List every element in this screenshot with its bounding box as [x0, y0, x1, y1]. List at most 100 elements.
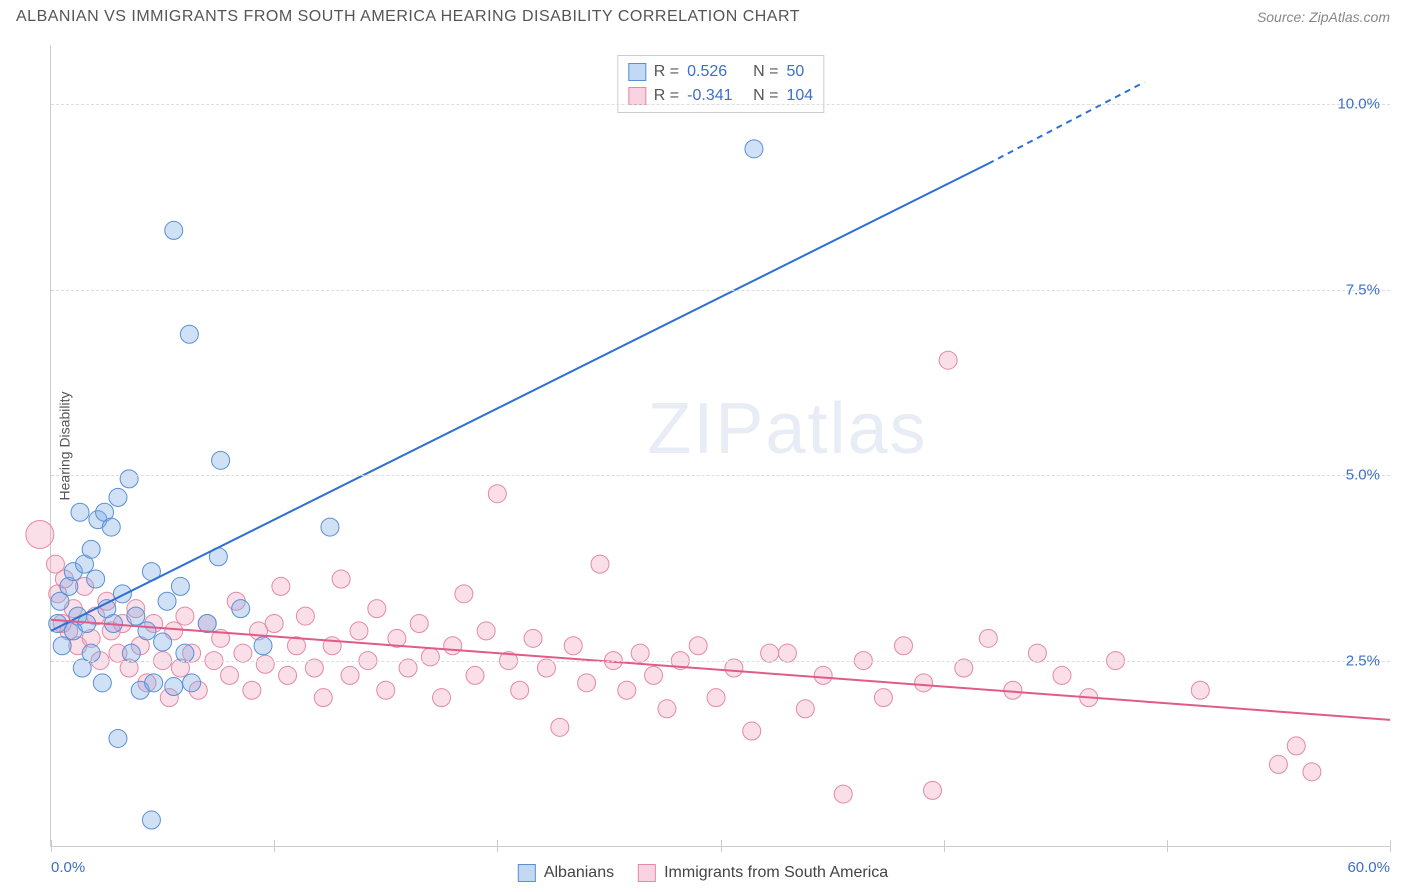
immigrants-point	[915, 674, 933, 692]
immigrants-point	[296, 607, 314, 625]
immigrants-point	[314, 689, 332, 707]
immigrants-point	[1287, 737, 1305, 755]
albanians-point	[109, 488, 127, 506]
immigrants-point	[894, 637, 912, 655]
x-tick	[1167, 840, 1168, 852]
albanians-point	[53, 637, 71, 655]
scatter-plot-svg	[51, 45, 1390, 846]
albanians-point	[232, 600, 250, 618]
n-value: 50	[786, 60, 804, 84]
albanians-point	[127, 607, 145, 625]
immigrants-point	[618, 681, 636, 699]
immigrants-point	[341, 666, 359, 684]
albanians-point	[165, 678, 183, 696]
albanians-point	[120, 470, 138, 488]
legend-swatch	[518, 864, 536, 882]
albanians-point	[212, 451, 230, 469]
immigrants-point	[564, 637, 582, 655]
immigrants-point	[939, 351, 957, 369]
albanians-point	[198, 615, 216, 633]
albanians-point	[109, 729, 127, 747]
albanians-point	[158, 592, 176, 610]
immigrants-point	[350, 622, 368, 640]
immigrants-point	[761, 644, 779, 662]
immigrants-point	[591, 555, 609, 573]
immigrants-point	[332, 570, 350, 588]
immigrants-point	[1269, 755, 1287, 773]
y-tick-label: 10.0%	[1337, 96, 1380, 113]
immigrants-point	[279, 666, 297, 684]
immigrants-point	[645, 666, 663, 684]
albanians-point	[93, 674, 111, 692]
immigrants-point	[466, 666, 484, 684]
albanians-point	[82, 540, 100, 558]
immigrants-point	[524, 629, 542, 647]
immigrants-point	[578, 674, 596, 692]
gridline	[51, 290, 1390, 291]
immigrants-point	[477, 622, 495, 640]
x-tick	[51, 840, 52, 852]
immigrants-point	[399, 659, 417, 677]
immigrants-point	[631, 644, 649, 662]
albanians-point	[171, 577, 189, 595]
x-tick	[1390, 840, 1391, 852]
immigrants-point	[234, 644, 252, 662]
legend-swatch	[628, 63, 646, 81]
chart-header: ALBANIAN VS IMMIGRANTS FROM SOUTH AMERIC…	[0, 0, 1406, 30]
immigrants-point	[689, 637, 707, 655]
x-max-label: 60.0%	[1347, 859, 1390, 876]
chart-title: ALBANIAN VS IMMIGRANTS FROM SOUTH AMERIC…	[16, 8, 800, 26]
x-tick	[721, 840, 722, 852]
albanians-trendline-extension	[988, 82, 1144, 164]
x-tick	[497, 840, 498, 852]
albanians-point	[154, 633, 172, 651]
immigrants-point	[955, 659, 973, 677]
immigrants-point	[1303, 763, 1321, 781]
y-tick-label: 7.5%	[1346, 281, 1380, 298]
albanians-point	[102, 518, 120, 536]
x-origin-label: 0.0%	[51, 859, 85, 876]
immigrants-point	[1191, 681, 1209, 699]
legend-label: Albanians	[544, 864, 614, 882]
immigrants-point	[979, 629, 997, 647]
immigrants-point	[221, 666, 239, 684]
immigrants-point	[377, 681, 395, 699]
y-tick-label: 2.5%	[1346, 652, 1380, 669]
immigrants-point	[421, 648, 439, 666]
legend-label: Immigrants from South America	[664, 864, 888, 882]
albanians-point	[180, 325, 198, 343]
albanians-point	[321, 518, 339, 536]
immigrants-point	[410, 615, 428, 633]
albanians-trendline	[51, 164, 988, 631]
legend-item: Immigrants from South America	[638, 864, 888, 882]
albanians-point	[165, 221, 183, 239]
immigrants-point	[778, 644, 796, 662]
immigrants-point	[433, 689, 451, 707]
immigrants-point	[511, 681, 529, 699]
legend-swatch	[638, 864, 656, 882]
immigrants-point	[743, 722, 761, 740]
immigrants-point	[924, 781, 942, 799]
albanians-point	[82, 644, 100, 662]
immigrants-point	[658, 700, 676, 718]
albanians-point	[254, 637, 272, 655]
immigrants-point	[265, 615, 283, 633]
immigrants-point	[243, 681, 261, 699]
immigrants-point	[725, 659, 743, 677]
gridline	[51, 661, 1390, 662]
r-label: R =	[654, 60, 679, 84]
immigrants-point	[368, 600, 386, 618]
gridline	[51, 475, 1390, 476]
plot-area: ZIPatlas R =0.526N =50R =-0.341N =104 2.…	[50, 45, 1390, 847]
immigrants-point	[537, 659, 555, 677]
immigrants-point	[455, 585, 473, 603]
albanians-point	[138, 622, 156, 640]
y-tick-label: 5.0%	[1346, 467, 1380, 484]
x-tick	[274, 840, 275, 852]
immigrants-point	[874, 689, 892, 707]
source-attribution: Source: ZipAtlas.com	[1257, 9, 1390, 25]
immigrants-point	[814, 666, 832, 684]
albanians-point	[142, 811, 160, 829]
albanians-point	[145, 674, 163, 692]
gridline	[51, 104, 1390, 105]
